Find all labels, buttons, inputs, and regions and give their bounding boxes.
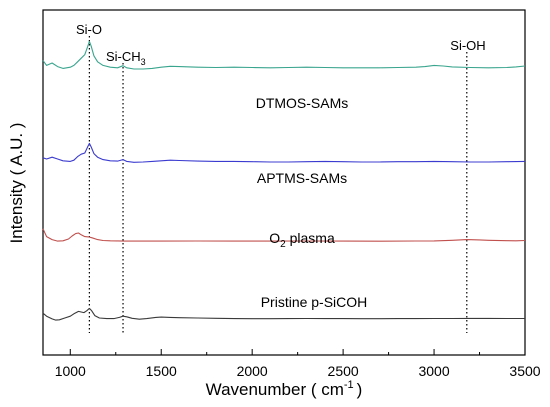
series-label: Pristine p-SiCOH	[261, 294, 368, 310]
reference-lines	[88, 36, 468, 333]
series-label: APTMS-SAMs	[257, 170, 347, 186]
series-label: DTMOS-SAMs	[256, 95, 349, 111]
x-tick-label: 3500	[509, 363, 540, 379]
reference-label: Si-CH3	[106, 49, 146, 67]
series-line	[42, 40, 526, 70]
y-axis-title: Intensity ( A.U. )	[7, 123, 26, 244]
x-tick-label: 2000	[237, 363, 268, 379]
series-line	[42, 142, 526, 163]
x-axis-title: Wavenumber ( cm-1)	[206, 379, 363, 399]
series-labels: DTMOS-SAMs APTMS-SAMs O2 plasma Pristine p-…	[256, 95, 368, 310]
x-tick-label: 1500	[146, 363, 177, 379]
series-line	[42, 228, 526, 242]
annotations: Si-O Si-CH3 Si-OH	[76, 22, 486, 67]
x-tick-label: 3000	[418, 363, 449, 379]
series-line	[42, 307, 525, 321]
reference-label: Si-OH	[450, 38, 485, 53]
x-axis-ticks: 1000 1500 2000 2500 3000 3500	[55, 349, 541, 379]
plot-frame	[42, 9, 526, 356]
x-tick-label: 2500	[328, 363, 359, 379]
spectra-series	[42, 40, 526, 321]
series-label: O2 plasma	[269, 230, 335, 250]
x-tick-label: 1000	[55, 363, 86, 379]
reference-label: Si-O	[76, 22, 102, 37]
